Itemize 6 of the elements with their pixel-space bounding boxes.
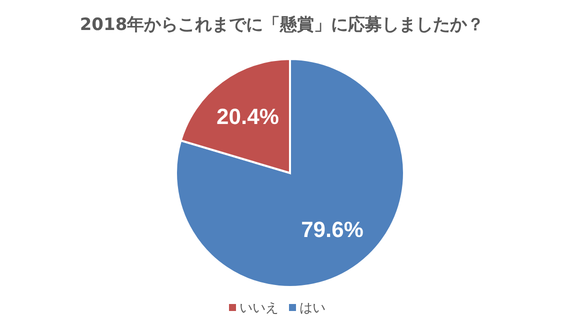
legend-label: いいえ bbox=[240, 301, 278, 316]
data-label: 79.6% bbox=[301, 217, 364, 242]
pie-slice bbox=[175, 58, 405, 288]
legend-label: はい bbox=[300, 301, 326, 316]
chart-title: 2018年からこれまでに「懸賞」に応募しましたか？ bbox=[78, 14, 486, 37]
data-label: 20.4% bbox=[216, 104, 279, 129]
